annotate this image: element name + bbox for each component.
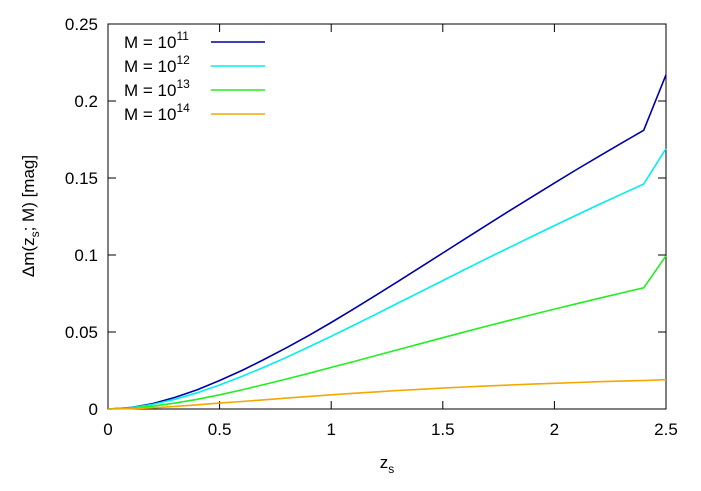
y-tick-label: 0.1 (74, 246, 98, 265)
y-tick-label: 0.15 (65, 169, 98, 188)
series-line-1 (107, 74, 667, 410)
x-axis-title-sub: s (388, 462, 394, 476)
legend-label-base: M = 10 (124, 57, 176, 76)
legend-label-base: M = 10 (124, 33, 176, 52)
x-tick-label: 0.5 (208, 420, 232, 439)
series-line-3 (107, 255, 667, 410)
axis-tick-labels: 0 0.5 1 1.5 2 2.5 0 0.05 0.1 0.15 0.2 0.25 (65, 15, 678, 439)
plot-frame (107, 23, 667, 410)
y-tick-label: 0 (89, 400, 98, 419)
series-lines (107, 74, 667, 410)
legend-label-base: M = 10 (124, 105, 176, 124)
x-tick-label: 0 (103, 420, 112, 439)
y-axis-title-post: ; M) [mag] (19, 155, 38, 232)
axis-ticks (107, 23, 667, 410)
legend-label-4: M = 1014 (124, 101, 190, 124)
x-tick-label: 1.5 (431, 420, 455, 439)
legend-label-sup: 11 (176, 29, 189, 43)
y-axis-title: Δm(zs; M) [mag] (19, 155, 42, 277)
series-line-4 (107, 378, 667, 410)
x-axis-title-base: z (380, 453, 389, 472)
x-tick-label: 1 (326, 420, 335, 439)
legend-label-2: M = 1012 (124, 53, 190, 76)
legend-label-sup: 13 (176, 77, 190, 91)
y-axis-title-pre: Δm(z (19, 237, 38, 277)
x-axis-title: zs (380, 453, 395, 476)
legend-label-sup: 14 (176, 101, 190, 115)
legend-label-3: M = 1013 (124, 77, 190, 100)
legend-label-base: M = 10 (124, 81, 176, 100)
y-tick-label: 0.2 (74, 92, 98, 111)
legend-label-1: M = 1011 (124, 29, 189, 52)
series-line-2 (107, 148, 667, 410)
x-tick-label: 2 (550, 420, 559, 439)
x-tick-label: 2.5 (654, 420, 678, 439)
y-axis-title-sub: s (28, 231, 42, 237)
y-tick-label: 0.25 (65, 15, 98, 34)
legend-label-sup: 12 (176, 53, 190, 67)
y-tick-label: 0.05 (65, 323, 98, 342)
